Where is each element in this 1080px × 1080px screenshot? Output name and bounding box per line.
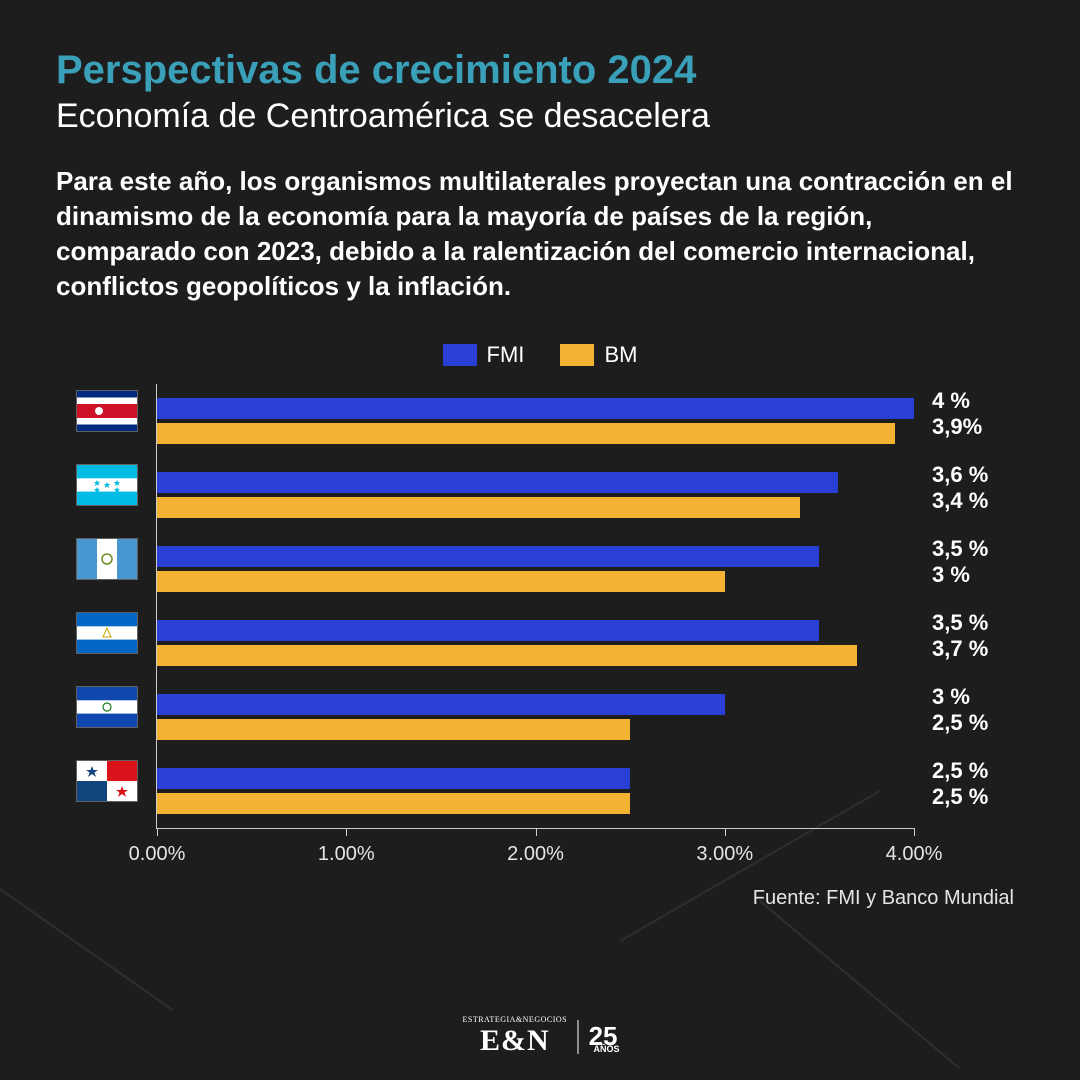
chart-legend: FMI BM — [56, 342, 1024, 368]
legend-swatch-fmi — [443, 344, 477, 366]
value-bm: 3 % — [932, 562, 1024, 588]
axis-label: 3.00% — [696, 843, 753, 866]
axis-tick — [157, 828, 158, 836]
logo-brand-big: E&N — [480, 1024, 550, 1057]
bar-fmi — [157, 546, 819, 567]
logo-divider — [577, 1020, 579, 1054]
legend-label-bm: BM — [604, 342, 637, 368]
bar-group-el-salvador — [157, 680, 914, 754]
bar-group-nicaragua — [157, 606, 914, 680]
legend-label-fmi: FMI — [487, 342, 525, 368]
value-fmi: 3 % — [932, 684, 1024, 710]
logo-brand-small: ESTRATEGIA&NEGOCIOS — [462, 1015, 567, 1024]
value-bm: 2,5 % — [932, 784, 1024, 810]
logo-years: 25 AÑOS — [589, 1021, 618, 1052]
value-fmi: 3,5 % — [932, 610, 1024, 636]
bar-fmi — [157, 620, 819, 641]
value-bm: 3,9% — [932, 414, 1024, 440]
decorative-line — [759, 900, 959, 1069]
bar-group-honduras — [157, 458, 914, 532]
axis-label: 4.00% — [886, 843, 943, 866]
bar-fmi — [157, 768, 630, 789]
bar-bm — [157, 423, 895, 444]
logo-years-label: AÑOS — [594, 1044, 620, 1054]
bar-group-panama — [157, 754, 914, 828]
footer-logo: ESTRATEGIA&NEGOCIOS E&N 25 AÑOS — [462, 1015, 617, 1058]
page-subtitle: Economía de Centroamérica se desacelera — [56, 97, 1024, 136]
flag-el-salvador — [76, 686, 138, 728]
bar-bm — [157, 645, 857, 666]
bar-fmi — [157, 398, 914, 419]
chart-source: Fuente: FMI y Banco Mundial — [56, 887, 1024, 910]
value-pair: 3,5 %3 % — [932, 536, 1024, 578]
axis-tick — [346, 828, 347, 836]
flag-guatemala — [76, 538, 138, 580]
legend-swatch-bm — [560, 344, 594, 366]
value-bm: 2,5 % — [932, 710, 1024, 736]
legend-item-bm: BM — [560, 342, 637, 368]
value-pair: 3,6 %3,4 % — [932, 462, 1024, 504]
value-fmi: 3,6 % — [932, 462, 1024, 488]
value-pair: 3 %2,5 % — [932, 684, 1024, 726]
axis-tick — [914, 828, 915, 836]
logo-brand: ESTRATEGIA&NEGOCIOS E&N — [462, 1015, 567, 1058]
bar-group-costa-rica — [157, 384, 914, 458]
bar-fmi — [157, 472, 838, 493]
axis-label: 2.00% — [507, 843, 564, 866]
decorative-line — [0, 860, 174, 1011]
bar-fmi — [157, 694, 725, 715]
value-pair: 2,5 %2,5 % — [932, 758, 1024, 800]
description: Para este año, los organismos multilater… — [56, 164, 1016, 304]
axis-label: 1.00% — [318, 843, 375, 866]
bar-bm — [157, 719, 630, 740]
bar-bm — [157, 793, 630, 814]
axis-tick — [725, 828, 726, 836]
growth-chart: 0.00%1.00%2.00%3.00%4.00% 4 %3,9%3,6 %3,… — [76, 384, 1024, 829]
page-title: Perspectivas de crecimiento 2024 — [56, 48, 1024, 93]
flag-nicaragua — [76, 612, 138, 654]
values-column: 4 %3,9%3,6 %3,4 %3,5 %3 %3,5 %3,7 %3 %2,… — [914, 384, 1024, 829]
legend-item-fmi: FMI — [443, 342, 525, 368]
bar-bm — [157, 497, 800, 518]
flag-honduras — [76, 464, 138, 506]
flag-costa-rica — [76, 390, 138, 432]
bar-bm — [157, 571, 725, 592]
value-pair: 3,5 %3,7 % — [932, 610, 1024, 652]
value-fmi: 2,5 % — [932, 758, 1024, 784]
bar-group-guatemala — [157, 532, 914, 606]
bars-column: 0.00%1.00%2.00%3.00%4.00% — [156, 384, 914, 829]
axis-label: 0.00% — [129, 843, 186, 866]
value-bm: 3,4 % — [932, 488, 1024, 514]
value-bm: 3,7 % — [932, 636, 1024, 662]
axis-tick — [536, 828, 537, 836]
value-fmi: 3,5 % — [932, 536, 1024, 562]
flag-panama — [76, 760, 138, 802]
value-fmi: 4 % — [932, 388, 1024, 414]
value-pair: 4 %3,9% — [932, 388, 1024, 430]
flags-column — [76, 384, 156, 829]
